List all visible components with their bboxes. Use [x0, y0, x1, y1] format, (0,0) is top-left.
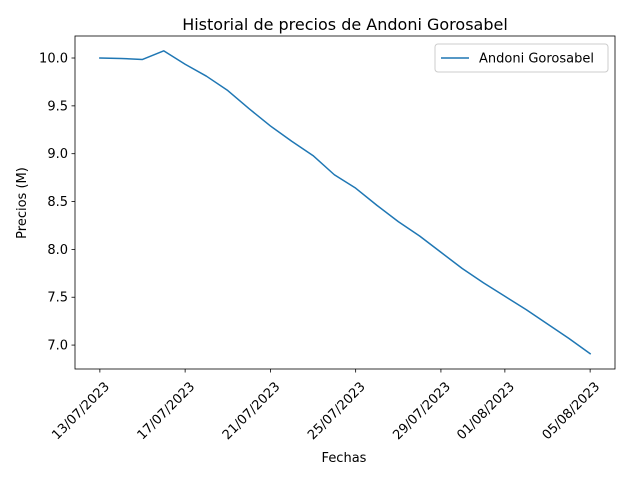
legend-label: Andoni Gorosabel	[479, 52, 594, 67]
y-tick-label: 9.0	[47, 147, 68, 162]
legend: Andoni Gorosabel	[434, 43, 609, 73]
y-tick-label: 8.5	[47, 195, 68, 210]
y-axis-label: Precios (M)	[15, 167, 30, 239]
y-axis-ticks: 7.0 7.5 8.0 8.5 9.0 9.5 10.0	[39, 52, 75, 354]
y-tick-label: 8.0	[47, 243, 68, 258]
y-tick-label: 7.0	[47, 339, 68, 354]
y-tick-label: 7.5	[47, 291, 68, 306]
series-line-andoni-gorosabel	[99, 50, 592, 355]
x-axis-label: Fechas	[322, 451, 367, 466]
y-tick-label: 9.5	[47, 99, 68, 114]
plot-frame	[74, 35, 616, 370]
legend-box	[434, 43, 609, 73]
chart-title: Historial de precios de Andoni Gorosabel	[182, 15, 508, 34]
y-tick-label: 10.0	[39, 52, 68, 67]
